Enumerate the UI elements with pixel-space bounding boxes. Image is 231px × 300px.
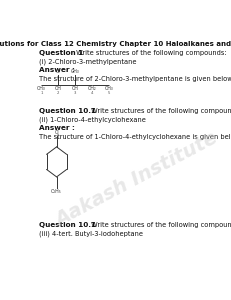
Text: CH₃: CH₃: [37, 86, 46, 91]
Text: Cl: Cl: [56, 69, 61, 74]
Text: Question 10.1: Question 10.1: [39, 222, 96, 228]
Text: CH₃: CH₃: [71, 69, 80, 74]
Text: Question 1: Question 1: [39, 50, 83, 56]
Text: (iii) 4-tert. Butyl-3-iodoheptane: (iii) 4-tert. Butyl-3-iodoheptane: [39, 231, 143, 237]
Text: Write structures of the following compounds:: Write structures of the following compou…: [89, 222, 231, 228]
Text: C₂H₅: C₂H₅: [51, 189, 62, 194]
Text: (i) 2-Chloro-3-methylpentane: (i) 2-Chloro-3-methylpentane: [39, 58, 136, 65]
Text: The structure of 1-Chloro-4-ethylcyclohexane is given below :-: The structure of 1-Chloro-4-ethylcyclohe…: [39, 134, 231, 140]
Text: 2: 2: [57, 91, 60, 95]
Text: Question 10.1: Question 10.1: [39, 108, 96, 114]
Text: CH: CH: [55, 86, 62, 91]
Text: 4: 4: [91, 91, 94, 95]
Text: 1: 1: [40, 91, 43, 95]
Text: Write structures of the following compounds:: Write structures of the following compou…: [74, 50, 226, 56]
Text: Answer :: Answer :: [39, 125, 75, 131]
Text: Answer :: Answer :: [39, 68, 75, 74]
Text: 3: 3: [74, 91, 77, 95]
Text: NCERT Solutions for Class 12 Chemistry Chapter 10 Haloalkanes and Haloarenes: NCERT Solutions for Class 12 Chemistry C…: [0, 41, 231, 47]
Text: The structure of 2-Chloro-3-methylpentane is given below :-: The structure of 2-Chloro-3-methylpentan…: [39, 76, 231, 82]
Text: CH₃: CH₃: [105, 86, 114, 91]
Text: (ii) 1-Chloro-4-ethylcyclohexane: (ii) 1-Chloro-4-ethylcyclohexane: [39, 116, 146, 123]
Text: CH: CH: [72, 86, 79, 91]
Text: 5: 5: [108, 91, 111, 95]
Text: Aakash Institute: Aakash Institute: [52, 128, 221, 230]
Text: CH₂: CH₂: [88, 86, 97, 91]
Text: Write structures of the following compounds:: Write structures of the following compou…: [89, 108, 231, 114]
Text: Cl: Cl: [54, 130, 59, 135]
